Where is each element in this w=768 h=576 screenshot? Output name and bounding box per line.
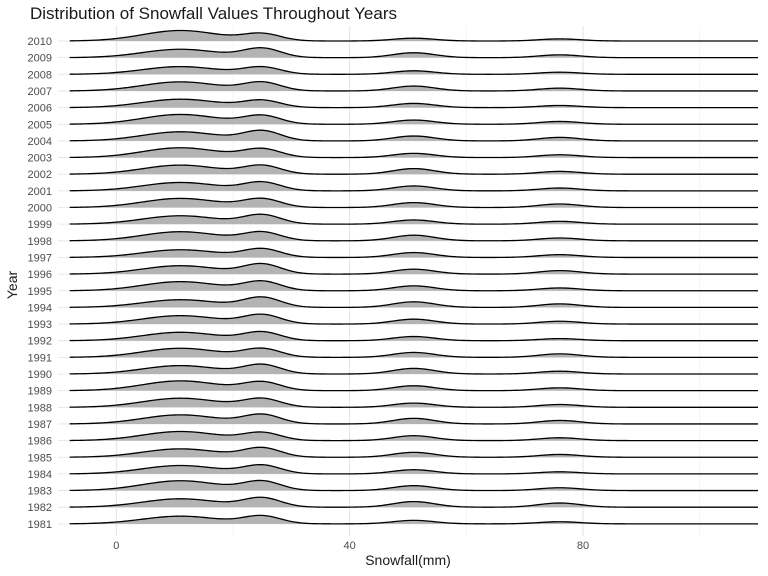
ridge-1985 — [70, 447, 758, 457]
ridge-2008 — [70, 66, 758, 74]
y-tick-label: 1997 — [28, 252, 52, 264]
y-tick-label: 1981 — [28, 519, 52, 531]
x-tick-label: 0 — [113, 540, 119, 552]
ridge-1992 — [70, 331, 758, 340]
ridge-1987 — [70, 414, 758, 424]
y-tick-label: 1982 — [28, 502, 52, 514]
y-tick-label: 2008 — [28, 69, 52, 81]
y-axis-label: Year — [4, 271, 20, 299]
ridge-1994 — [70, 297, 758, 308]
y-tick-label: 2000 — [28, 203, 52, 215]
ridge-layer — [70, 31, 758, 524]
y-tick-label: 1994 — [28, 302, 52, 314]
ridge-fill — [70, 148, 758, 158]
ridge-1984 — [70, 465, 758, 474]
ridge-1981 — [70, 515, 758, 524]
y-tick-label: 1984 — [28, 469, 52, 481]
y-tick-label: 2007 — [28, 86, 52, 98]
ridge-1983 — [70, 480, 758, 490]
y-tick-label: 1983 — [28, 486, 52, 498]
ridge-1988 — [70, 398, 758, 407]
y-tick-label: 2009 — [28, 53, 52, 65]
y-tick-label: 1993 — [28, 319, 52, 331]
y-tick-label: 1991 — [28, 352, 52, 364]
ridge-2001 — [70, 182, 758, 191]
ridge-1996 — [70, 263, 758, 274]
y-tick-label: 1988 — [28, 402, 52, 414]
y-tick-label: 2004 — [28, 136, 52, 148]
x-axis-label: Snowfall(mm) — [0, 552, 768, 568]
ridge-fill — [70, 31, 758, 42]
ridge-1997 — [70, 248, 758, 257]
ridge-1986 — [70, 432, 758, 441]
ridge-1998 — [70, 231, 758, 240]
x-tick-label: 80 — [577, 540, 589, 552]
y-tick-label: 1985 — [28, 452, 52, 464]
y-tick-label: 2010 — [28, 36, 52, 48]
y-tick-label: 2002 — [28, 169, 52, 181]
y-tick-label: 1992 — [28, 336, 52, 348]
y-tick-label: 1996 — [28, 269, 52, 281]
ridge-1991 — [70, 348, 758, 357]
ridge-fill — [70, 231, 758, 240]
ridge-1993 — [70, 314, 758, 324]
ridge-2003 — [70, 148, 758, 158]
ridge-2007 — [70, 82, 758, 91]
ridge-2004 — [70, 130, 758, 141]
ridge-1989 — [70, 381, 758, 391]
ridge-2000 — [70, 198, 758, 207]
y-tick-label: 1989 — [28, 386, 52, 398]
y-tick-label: 1990 — [28, 369, 52, 381]
ridge-2006 — [70, 99, 758, 107]
ridge-2005 — [70, 114, 758, 124]
ridge-fill — [70, 165, 758, 174]
y-tick-label: 2006 — [28, 103, 52, 115]
y-tick-label: 2001 — [28, 186, 52, 198]
ridge-1982 — [70, 497, 758, 507]
y-tick-label: 1995 — [28, 286, 52, 298]
y-tick-label: 1999 — [28, 219, 52, 231]
y-tick-label: 1987 — [28, 419, 52, 431]
y-tick-label: 2005 — [28, 119, 52, 131]
x-tick-label: 40 — [344, 540, 356, 552]
x-tick-labels: 0 40 80 — [113, 540, 589, 552]
ridge-fill — [70, 114, 758, 124]
ridge-1990 — [70, 364, 758, 374]
y-tick-labels: 1981 1982 1983 1984 1985 1986 1987 1988 1989 1990… — [28, 36, 52, 531]
ridge-1999 — [70, 214, 758, 224]
y-tick-label: 2003 — [28, 153, 52, 165]
ridge-2002 — [70, 165, 758, 174]
ridge-2010 — [70, 31, 758, 42]
ridge-2009 — [70, 48, 758, 58]
y-tick-label: 1986 — [28, 436, 52, 448]
y-tick-label: 1998 — [28, 236, 52, 248]
ridge-1995 — [70, 281, 758, 291]
